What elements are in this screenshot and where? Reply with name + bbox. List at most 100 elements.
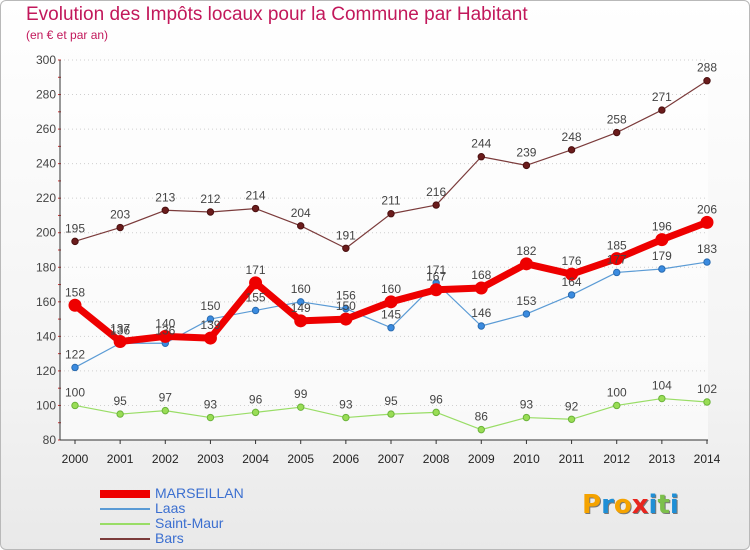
data-point [68, 298, 82, 312]
y-tick-label: 180 [36, 260, 56, 274]
data-point [432, 201, 440, 209]
x-tick-label: 2007 [378, 452, 405, 466]
x-tick-label: 2002 [152, 452, 179, 466]
data-label: 179 [652, 249, 672, 263]
y-tick-label: 260 [36, 122, 56, 136]
data-label: 146 [471, 306, 491, 320]
data-label: 185 [607, 239, 627, 253]
data-point [703, 77, 711, 85]
data-point [477, 425, 485, 434]
legend-label-laas: Laas [155, 500, 186, 516]
data-label: 153 [516, 294, 536, 308]
data-point [658, 265, 666, 273]
data-point [251, 408, 260, 417]
logo-letter: i [648, 490, 658, 520]
data-point [297, 222, 305, 230]
data-label: 95 [113, 394, 127, 408]
data-point [700, 215, 714, 229]
legend-item-saint-maur: Saint-Maur [100, 516, 244, 531]
x-tick-label: 2000 [62, 452, 89, 466]
data-point [613, 128, 621, 137]
x-tick-label: 2012 [603, 452, 630, 466]
data-point [477, 322, 485, 330]
y-tick-label: 100 [36, 398, 56, 412]
plot-area [60, 60, 708, 440]
x-tick-label: 2006 [333, 452, 360, 466]
data-point [206, 315, 215, 323]
data-point [297, 298, 305, 306]
data-point [251, 204, 260, 213]
legend: MARSEILLAN Laas Saint-Maur Bars [100, 486, 244, 546]
data-label: 288 [697, 61, 717, 75]
data-label: 271 [652, 90, 672, 104]
data-label: 171 [426, 263, 446, 277]
data-point [206, 413, 215, 422]
data-label: 92 [565, 399, 579, 413]
data-label: 102 [697, 382, 717, 396]
data-point [342, 305, 350, 313]
data-point [567, 291, 576, 299]
data-label: 97 [159, 391, 173, 405]
logo-letter: i [669, 490, 679, 520]
data-label: 149 [291, 301, 311, 315]
data-label: 150 [200, 299, 220, 313]
data-label: 183 [697, 242, 717, 256]
data-point [71, 363, 79, 372]
data-point [113, 335, 127, 349]
data-label: 140 [155, 316, 175, 330]
data-point [342, 413, 350, 422]
data-point [567, 146, 576, 154]
data-label: 160 [381, 282, 401, 296]
data-point [610, 252, 624, 266]
y-tick-label: 80 [43, 433, 57, 447]
legend-item-marseillan: MARSEILLAN [100, 486, 244, 501]
data-label: 168 [471, 268, 491, 282]
data-label: 171 [246, 263, 266, 277]
y-tick-label: 280 [36, 88, 56, 102]
y-tick-label: 140 [36, 329, 56, 343]
data-label: 136 [110, 323, 130, 337]
data-point [474, 281, 488, 295]
data-point [161, 206, 169, 214]
data-label: 239 [516, 145, 536, 159]
data-point [206, 208, 215, 216]
data-point [432, 408, 440, 417]
data-label: 155 [246, 290, 266, 304]
data-label: 93 [520, 398, 534, 412]
data-point [522, 413, 531, 422]
data-label: 176 [562, 254, 582, 268]
data-point [249, 276, 263, 290]
data-label: 160 [291, 282, 311, 296]
data-label: 137 [110, 322, 130, 336]
legend-label-saint-maur: Saint-Maur [155, 515, 224, 531]
data-label: 156 [336, 289, 356, 303]
legend-swatch-bars [100, 537, 150, 540]
data-label: 158 [65, 285, 85, 299]
data-point [658, 394, 666, 403]
data-label: 258 [607, 113, 627, 127]
data-point [297, 403, 305, 411]
data-label: 99 [294, 387, 308, 401]
data-label: 96 [249, 392, 263, 406]
data-point [703, 258, 711, 266]
data-label: 93 [204, 398, 218, 412]
data-point [158, 329, 172, 343]
data-point [161, 406, 169, 415]
data-point [387, 324, 395, 332]
data-label: 167 [426, 270, 446, 284]
data-label: 86 [475, 410, 489, 424]
data-label: 195 [65, 221, 85, 235]
data-point [339, 312, 353, 326]
data-point [71, 401, 79, 410]
data-point [384, 295, 398, 309]
x-tick-label: 2003 [197, 452, 224, 466]
logo-letter: r [601, 490, 614, 520]
legend-swatch-saint-maur [100, 522, 150, 525]
data-label: 96 [429, 392, 443, 406]
logo-letter: P [582, 490, 602, 520]
x-tick-label: 2009 [468, 452, 495, 466]
logo-letter: t [657, 490, 670, 520]
data-label: 206 [697, 202, 717, 216]
data-label: 196 [652, 220, 672, 234]
